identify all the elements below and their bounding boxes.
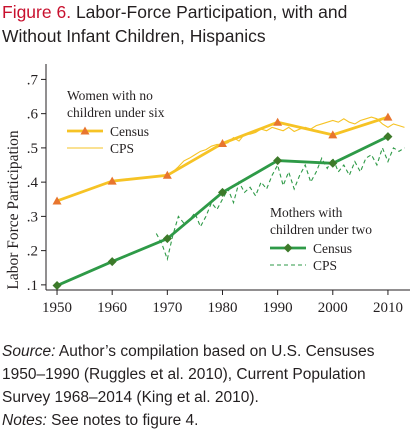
mothers-under-two-cps-line bbox=[155, 146, 405, 262]
y-tick-label: .1 bbox=[27, 278, 38, 294]
x-tick-label: 1990 bbox=[263, 300, 293, 316]
triangle-marker bbox=[107, 176, 117, 185]
legend-marker bbox=[80, 126, 90, 135]
triangle-marker bbox=[383, 112, 393, 121]
y-tick-label: .3 bbox=[27, 209, 38, 225]
triangle-marker bbox=[52, 196, 62, 205]
source-notes: Source: Author’s compilation based on U.… bbox=[2, 340, 410, 432]
axes: 1950 1960 1970 1980 1990 2000 2010 .1 .2 .3 .4 .5 .6… bbox=[27, 72, 403, 316]
series-layer bbox=[52, 112, 405, 291]
triangle-marker bbox=[273, 117, 283, 126]
diamond-marker bbox=[328, 158, 338, 168]
y-axis-label: Labor Force Participation bbox=[5, 130, 22, 290]
chart: 1950 1960 1970 1980 1990 2000 2010 .1 .2 .3 .4 .5 .6… bbox=[5, 64, 410, 316]
figure-title-text: Labor-Force Participation, with and With… bbox=[2, 2, 348, 46]
x-tick-label: 2000 bbox=[318, 300, 348, 316]
diamond-marker bbox=[107, 257, 117, 267]
diamond-marker bbox=[162, 234, 172, 244]
legend-label: Census bbox=[313, 241, 352, 256]
diamond-marker bbox=[217, 187, 227, 197]
x-tick-label: 1970 bbox=[152, 300, 182, 316]
diamond-marker bbox=[52, 281, 62, 291]
y-tick-label: .6 bbox=[27, 107, 39, 123]
triangle-marker bbox=[217, 138, 227, 147]
legend-marker bbox=[283, 243, 293, 253]
plot-frame bbox=[45, 64, 410, 291]
legend-label: CPS bbox=[313, 258, 337, 273]
triangle-marker bbox=[328, 130, 338, 139]
women-no-children-cps-line bbox=[156, 116, 405, 178]
source-text: Author’s compilation based on U.S. Censu… bbox=[2, 343, 375, 406]
x-tick-label: 1950 bbox=[42, 300, 72, 316]
x-tick-label: 2010 bbox=[373, 300, 403, 316]
x-tick-label: 1980 bbox=[207, 300, 237, 316]
diamond-marker bbox=[383, 132, 393, 142]
figure-title: Figure 6. Labor-Force Participation, wit… bbox=[2, 0, 410, 48]
y-tick-label: .5 bbox=[27, 141, 38, 157]
notes-label: Notes: bbox=[2, 412, 47, 429]
legends: Women with no children under six Census CPS… bbox=[67, 88, 372, 273]
figure-number: Figure 6. bbox=[2, 2, 72, 22]
triangle-marker bbox=[162, 170, 172, 179]
notes-text: See notes to figure 4. bbox=[51, 412, 199, 429]
legend-label: Census bbox=[110, 124, 149, 139]
legend-title: Mothers with bbox=[270, 205, 343, 220]
y-tick-label: .2 bbox=[27, 244, 38, 260]
source-label: Source: bbox=[2, 343, 56, 360]
legend-title: children under six bbox=[67, 105, 165, 120]
legend-title: Women with no bbox=[67, 88, 153, 103]
y-tick-label: .4 bbox=[27, 175, 39, 191]
legend-title: children under two bbox=[270, 222, 372, 237]
y-tick-label: .7 bbox=[27, 72, 39, 88]
x-tick-label: 1960 bbox=[97, 300, 127, 316]
diamond-marker bbox=[273, 156, 283, 166]
legend-label: CPS bbox=[110, 141, 134, 156]
